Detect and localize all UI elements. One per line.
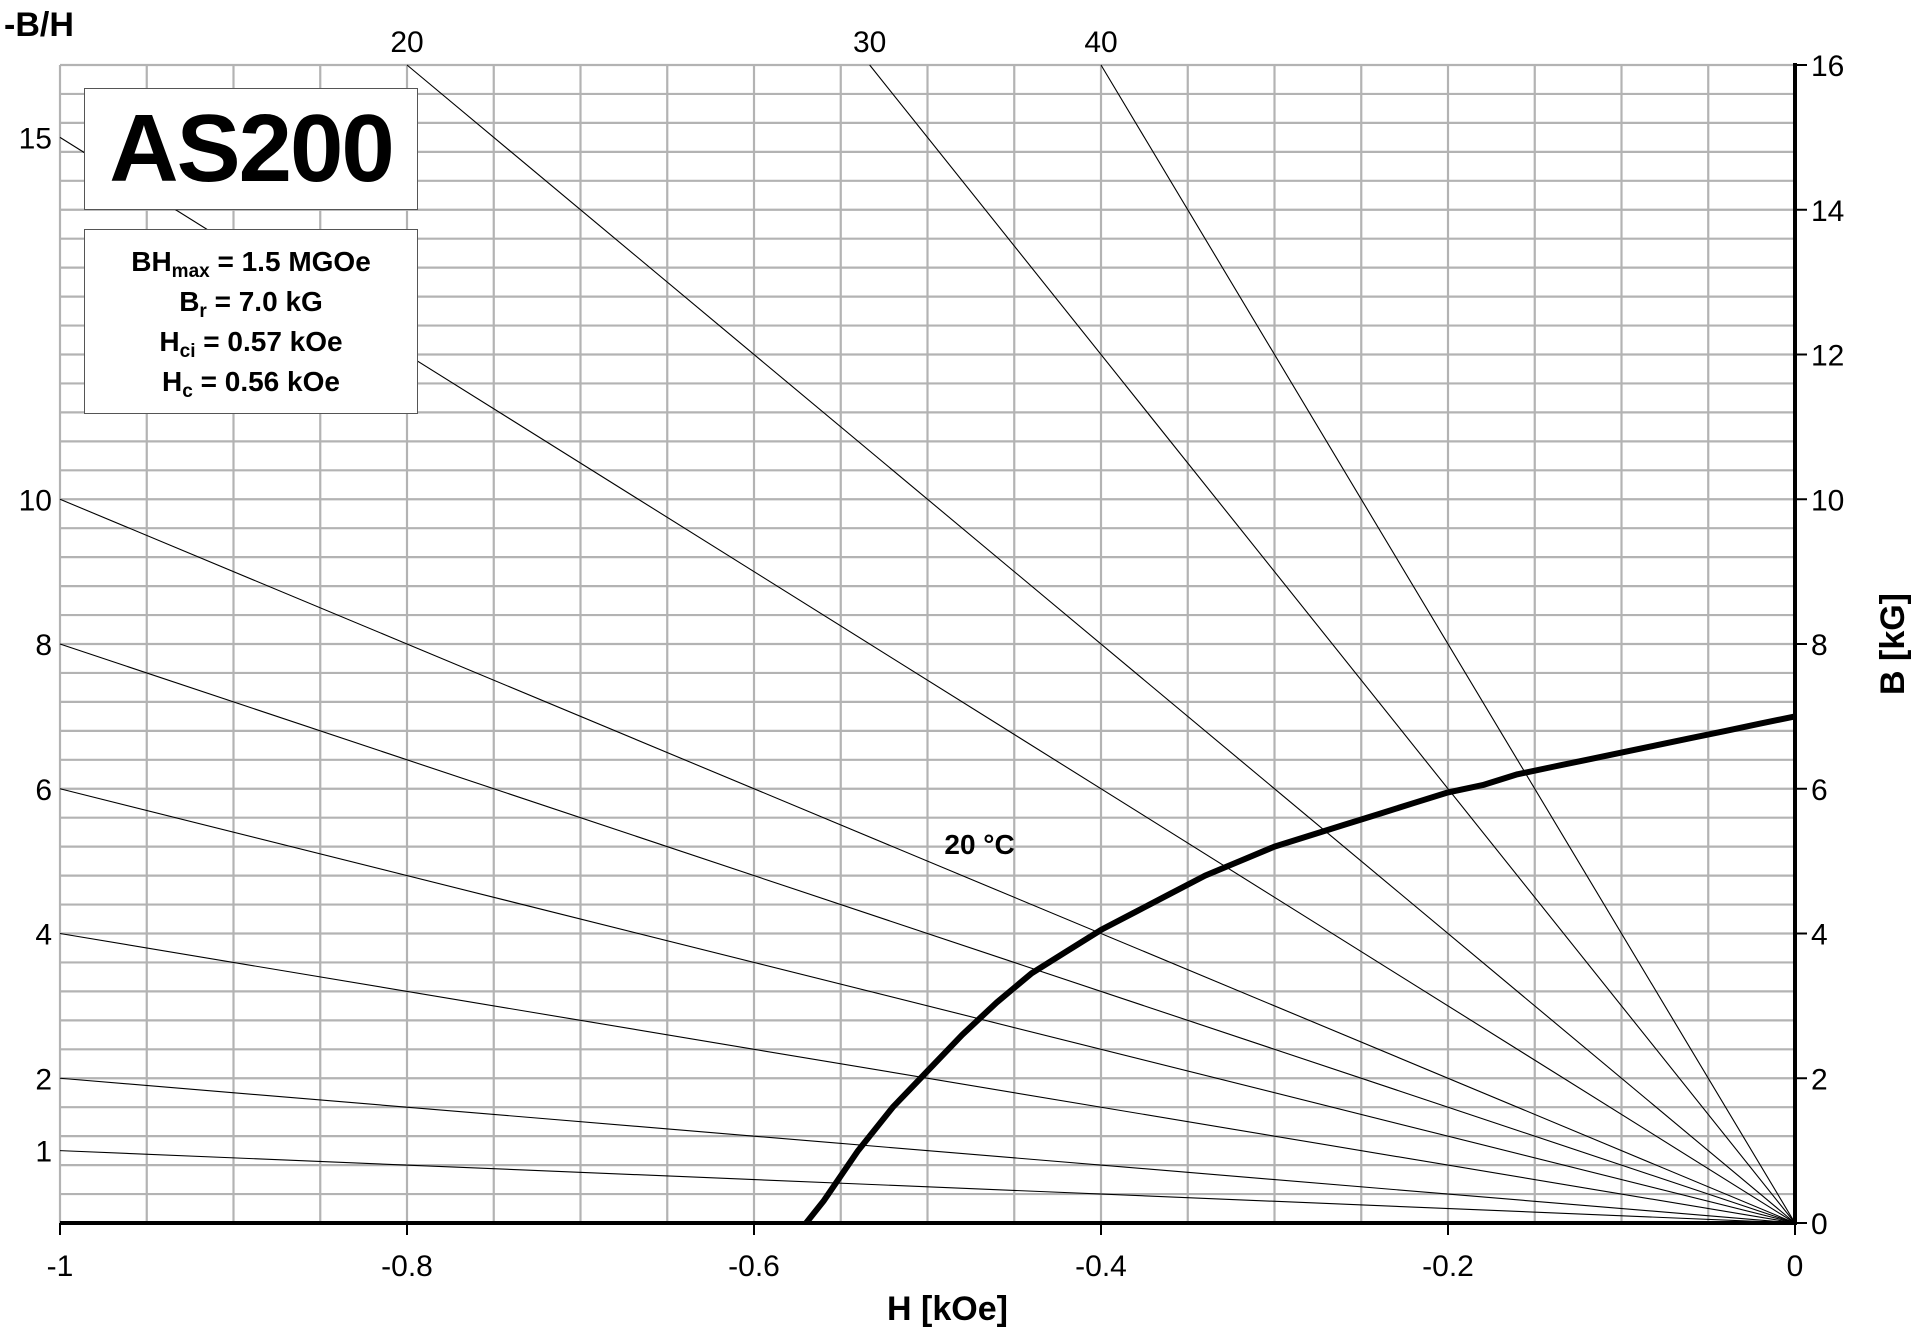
x-tick-label: 0 [1787, 1250, 1804, 1283]
x-tick-label: -0.2 [1422, 1250, 1474, 1283]
load-line-4 [59, 932, 1796, 1224]
hc-property: Hc = 0.56 kOe [162, 365, 340, 402]
y-tick-label: 2 [1811, 1063, 1828, 1096]
y-tick-label: 4 [1811, 919, 1828, 952]
y-tick-label: 6 [1811, 774, 1828, 807]
slope-label-30: 30 [853, 26, 886, 59]
slope-label-6: 6 [35, 774, 52, 807]
x-axis-label: H [kOe] [887, 1290, 1008, 1328]
load-line-2 [59, 1077, 1796, 1224]
series [803, 713, 1796, 1225]
x-tick-label: -0.6 [728, 1250, 780, 1283]
y-tick-label: 16 [1811, 50, 1844, 83]
load-line-20 [406, 64, 1796, 1224]
slope-label-20: 20 [390, 26, 423, 59]
load-line-40 [1100, 64, 1796, 1224]
y-tick-label: 14 [1811, 195, 1844, 228]
hci-property: Hci = 0.57 kOe [159, 325, 343, 362]
y-tick-label: 10 [1811, 484, 1844, 517]
slope-label-2: 2 [35, 1063, 52, 1096]
axes [59, 63, 1807, 1235]
y-axis-label: B [kG] [1874, 593, 1912, 695]
br-property: Br = 7.0 kG [179, 285, 323, 322]
title-box: AS200 [84, 88, 418, 210]
slope-label-10: 10 [19, 484, 52, 517]
load-line-8 [59, 643, 1796, 1224]
y-tick-label: 8 [1811, 629, 1828, 662]
x-tick-label: -1 [47, 1250, 74, 1283]
bhmax-property: BHmax = 1.5 MGOe [131, 245, 371, 282]
material-properties-box: BHmax = 1.5 MGOe Br = 7.0 kG Hci = 0.57 … [84, 229, 418, 414]
chart-title: AS200 [109, 95, 395, 202]
y-tick-label: 0 [1811, 1208, 1828, 1241]
load-line-30 [869, 64, 1796, 1224]
slope-label-8: 8 [35, 629, 52, 662]
slope-label-1: 1 [35, 1136, 52, 1169]
x-tick-label: -0.4 [1075, 1250, 1127, 1283]
load-line-1 [59, 1150, 1796, 1224]
slope-label-4: 4 [35, 919, 52, 952]
load-line-10 [59, 498, 1796, 1224]
slope-label-40: 40 [1084, 26, 1117, 59]
curve-annotation: 20 °C [944, 829, 1014, 860]
load-line-6 [59, 788, 1796, 1224]
x-tick-label: -0.8 [381, 1250, 433, 1283]
y-tick-label: 12 [1811, 340, 1844, 373]
curve-20C [803, 713, 1796, 1225]
slope-axis-label: -B/H [4, 6, 74, 44]
slope-label-15: 15 [19, 122, 52, 155]
